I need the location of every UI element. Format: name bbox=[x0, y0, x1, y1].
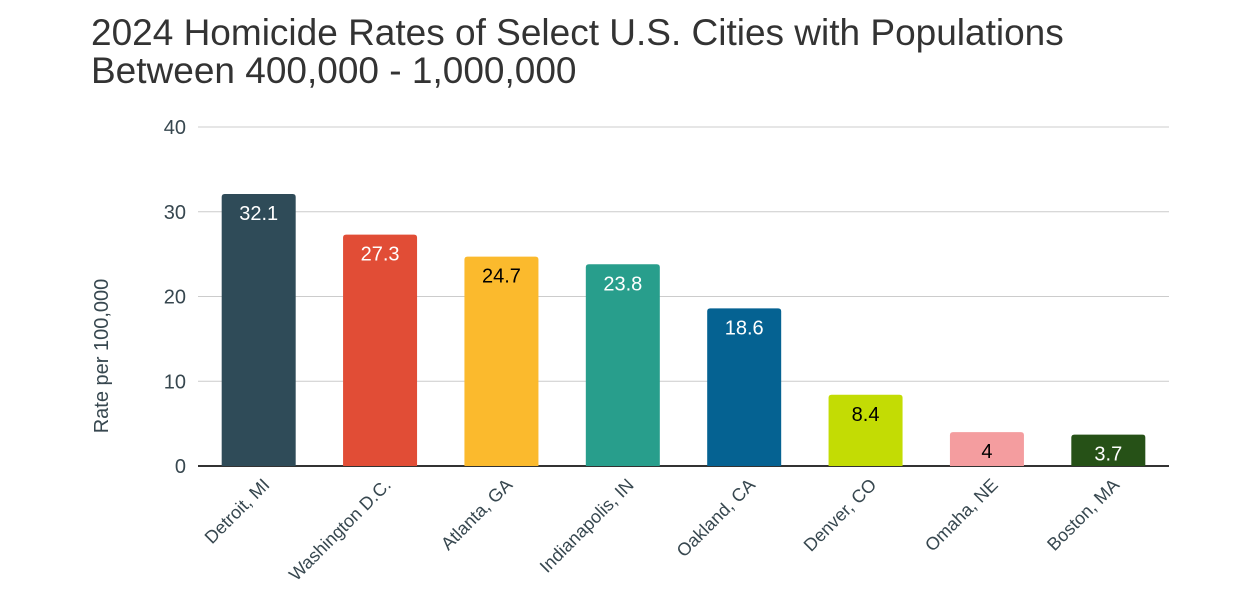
y-tick-label: 30 bbox=[164, 202, 186, 224]
x-tick-label: Detroit, MI bbox=[201, 475, 274, 548]
bar-value-label: 4 bbox=[981, 441, 992, 463]
bar-value-label: 24.7 bbox=[482, 266, 521, 288]
x-tick-label: Atlanta, GA bbox=[437, 475, 516, 554]
chart-title-line-1: 2024 Homicide Rates of Select U.S. Citie… bbox=[91, 12, 1064, 53]
bar bbox=[343, 234, 418, 466]
x-tick-label: Oakland, CA bbox=[673, 475, 759, 561]
bar bbox=[221, 193, 296, 466]
bar bbox=[949, 432, 1024, 466]
y-tick-label: 0 bbox=[175, 456, 186, 478]
x-axis-ticks: Detroit, MI Washington D.C. Atlanta, GA Ind… bbox=[201, 475, 1123, 585]
x-tick-label: Washington D.C. bbox=[285, 475, 395, 585]
bar-value-label: 32.1 bbox=[239, 203, 278, 225]
bar bbox=[585, 264, 660, 466]
bar bbox=[464, 256, 539, 466]
bar bbox=[707, 308, 782, 466]
chart-title-line-2: Between 400,000 - 1,000,000 bbox=[91, 50, 577, 91]
y-tick-label: 10 bbox=[164, 371, 186, 393]
bar-value-label: 23.8 bbox=[603, 273, 642, 295]
bars bbox=[221, 193, 1146, 466]
y-axis-ticks: 0 10 20 30 40 bbox=[164, 117, 186, 478]
bar-value-label: 27.3 bbox=[361, 244, 400, 266]
bar bbox=[1071, 434, 1146, 466]
data-labels: 32.1 27.3 24.7 23.8 18.6 8.4 4 3.7 bbox=[239, 203, 1122, 466]
y-axis-label: Rate per 100,000 bbox=[91, 279, 113, 434]
y-tick-label: 20 bbox=[164, 287, 186, 309]
x-tick-label: Indianapolis, IN bbox=[536, 475, 638, 577]
bar-value-label: 3.7 bbox=[1094, 444, 1122, 466]
x-tick-label: Boston, MA bbox=[1043, 475, 1123, 555]
bar-value-label: 8.4 bbox=[852, 404, 880, 426]
chart-title: 2024 Homicide Rates of Select U.S. Citie… bbox=[91, 14, 1191, 90]
bar-value-label: 18.6 bbox=[725, 317, 764, 339]
x-tick-label: Omaha, NE bbox=[921, 475, 1002, 556]
bar bbox=[828, 394, 903, 466]
y-tick-label: 40 bbox=[164, 117, 186, 139]
x-tick-label: Denver, CO bbox=[800, 475, 881, 556]
